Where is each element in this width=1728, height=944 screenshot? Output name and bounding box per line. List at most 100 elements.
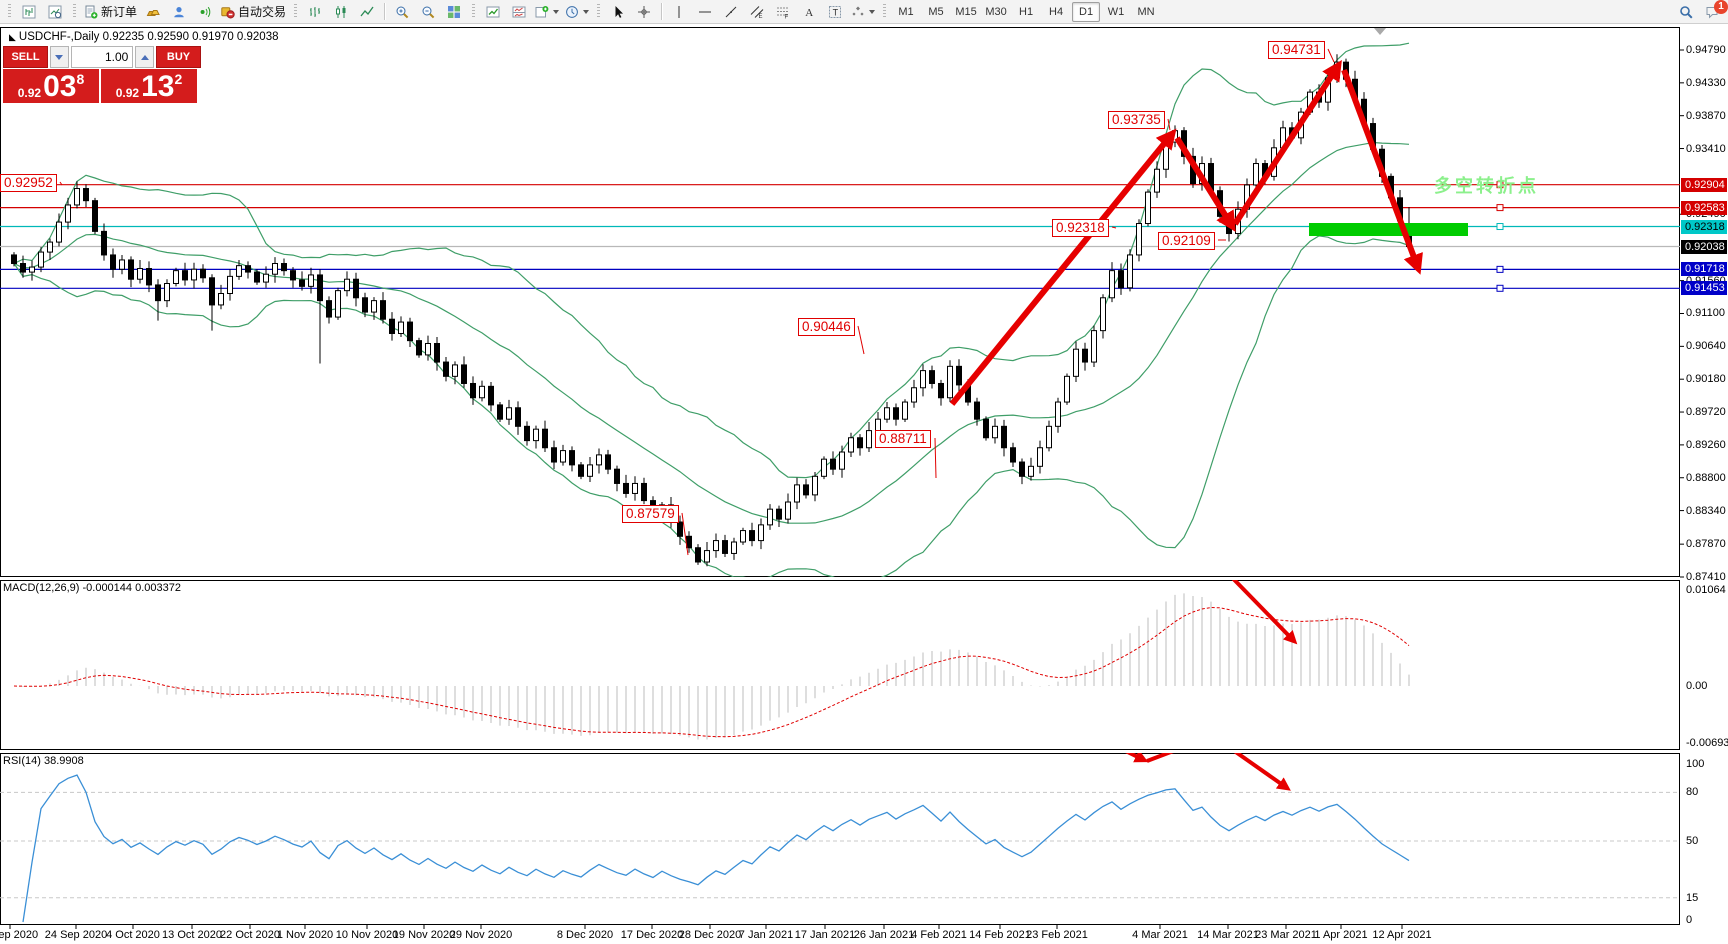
hline-handle[interactable] — [1496, 223, 1504, 231]
price-axis-tick-label: 0.90180 — [1686, 373, 1726, 386]
candle-body — [866, 430, 872, 449]
chart-profile-button[interactable] — [42, 1, 68, 23]
candle-body — [281, 263, 287, 272]
support-zone-bar[interactable] — [1309, 223, 1468, 236]
indicator-windows-button[interactable] — [506, 1, 532, 23]
candle-body — [335, 290, 341, 318]
price-callout-label[interactable]: 0.92318 — [1052, 219, 1109, 237]
trend-arrow[interactable] — [1213, 736, 1291, 791]
candle-body — [1010, 447, 1016, 463]
candle-body — [470, 382, 476, 399]
tile-windows-button[interactable] — [441, 1, 467, 23]
candle-body — [119, 259, 125, 270]
timeframe-button-m5[interactable]: M5 — [928, 5, 944, 18]
trend-arrow[interactable] — [1341, 68, 1423, 275]
timeframe-button-d1[interactable]: D1 — [1072, 1, 1101, 22]
time-axis-label: 8 Dec 2020 — [556, 929, 614, 941]
trend-arrow[interactable] — [1213, 558, 1298, 645]
line-chart-button[interactable] — [354, 1, 380, 23]
hline-handle[interactable] — [1496, 265, 1504, 273]
candle-body — [623, 482, 629, 494]
cursor-tool[interactable] — [605, 1, 631, 23]
indicators-button[interactable] — [480, 1, 506, 23]
trend-arrow[interactable] — [1174, 136, 1236, 233]
hline-handle[interactable] — [1496, 181, 1504, 189]
timeframe-button-m1[interactable]: M1 — [898, 5, 914, 18]
zoom-out-button[interactable] — [415, 1, 441, 23]
autotrade-button[interactable]: 自动交易 — [218, 1, 289, 23]
timeframe-button-h4[interactable]: H4 — [1049, 5, 1064, 18]
hline-handle[interactable] — [1496, 284, 1504, 292]
rsi-axis-tick-label: 0 — [1686, 914, 1693, 926]
volume-increase-button[interactable] — [135, 46, 154, 68]
trend-arrow[interactable] — [1232, 60, 1342, 226]
person-icon — [174, 6, 184, 17]
zoom-in-button[interactable] — [389, 1, 415, 23]
arrows-dropdown[interactable] — [848, 1, 878, 23]
add-object-dropdown[interactable] — [532, 1, 562, 23]
trend-arrow[interactable] — [1048, 713, 1149, 763]
add-frame-icon — [535, 5, 549, 17]
signals-button[interactable] — [192, 1, 218, 23]
fibonacci-tool[interactable]: F — [770, 1, 796, 23]
hline-tool[interactable] — [692, 1, 718, 23]
price-callout-label[interactable]: 0.88711 — [875, 430, 931, 448]
candle-body — [695, 547, 701, 563]
candle-body — [461, 364, 467, 384]
candle-chart-button[interactable] — [328, 1, 354, 23]
new-order-button-label: 新订单 — [101, 5, 138, 19]
timeframe-button-w1[interactable]: W1 — [1107, 5, 1125, 18]
price-callout-label[interactable]: 0.94731 — [1268, 41, 1325, 59]
trend-arrow[interactable] — [1083, 537, 1145, 568]
candle-body — [362, 297, 368, 313]
bar-chart-button[interactable] — [302, 1, 328, 23]
trend-arrow[interactable] — [949, 128, 1177, 406]
trendline-tool[interactable] — [718, 1, 744, 23]
timeframe-button-m30[interactable]: M30 — [985, 5, 1007, 18]
community-button[interactable] — [166, 1, 192, 23]
timeframe-button-m15[interactable]: M15 — [955, 5, 977, 18]
candle-body — [128, 259, 134, 280]
trend-arrow[interactable] — [1146, 736, 1213, 763]
price-callout-label[interactable]: 0.92952 — [0, 174, 57, 192]
buy-button[interactable]: BUY — [155, 46, 201, 68]
time-axis-label: 23 Feb 2021 — [1026, 929, 1088, 941]
bull-bear-turning-point-note[interactable]: 多空转折点 — [1434, 176, 1539, 196]
one-click-collapse-icon[interactable]: ◣ — [9, 32, 16, 42]
timeframe-button-h1[interactable]: H1 — [1019, 5, 1034, 18]
candle-body — [452, 364, 458, 377]
callout-connector — [857, 325, 865, 355]
vline-tool[interactable] — [666, 1, 692, 23]
search-button[interactable] — [1673, 1, 1699, 23]
price-callout-label[interactable]: 0.87579 — [622, 505, 679, 523]
sell-price-display[interactable]: 0.92 03 8 — [3, 69, 99, 103]
notifications-button[interactable]: 1 — [1699, 0, 1728, 23]
volume-input[interactable]: 1.00 — [70, 46, 134, 68]
buy-price-display[interactable]: 0.92 13 2 — [101, 69, 197, 103]
price-callout-label[interactable]: 0.93735 — [1108, 111, 1165, 129]
crosshair-tool[interactable] — [631, 1, 657, 23]
price-callout-label[interactable]: 0.90446 — [798, 318, 855, 336]
hline-handle[interactable] — [1496, 204, 1504, 212]
time-axis-label: 28 Dec 2020 — [678, 929, 742, 941]
charts-window-button[interactable] — [16, 1, 42, 23]
candle-body — [29, 266, 35, 273]
price-callout-label[interactable]: 0.92109 — [1158, 232, 1215, 250]
timeframe-button-mn[interactable]: MN — [1137, 5, 1155, 18]
sell-button[interactable]: SELL — [3, 46, 49, 68]
new-order-button[interactable]: 新订单 — [81, 1, 140, 23]
label-tool[interactable]: T — [822, 1, 848, 23]
ind-win-icon — [512, 6, 526, 17]
periods-dropdown[interactable] — [562, 1, 592, 23]
candle-body — [893, 407, 899, 420]
channel-icon: E — [750, 5, 764, 19]
chart-shift-marker[interactable] — [1374, 28, 1386, 35]
channel-tool[interactable]: E — [744, 1, 770, 23]
candle-body — [1046, 425, 1052, 449]
volume-decrease-button[interactable] — [50, 46, 69, 68]
trend-arrow[interactable] — [1148, 558, 1213, 569]
market-watch-button[interactable] — [140, 1, 166, 23]
text-tool[interactable]: A — [796, 1, 822, 23]
